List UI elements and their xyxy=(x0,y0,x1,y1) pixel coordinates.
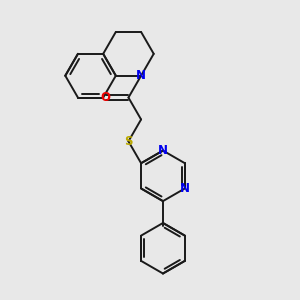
Text: N: N xyxy=(180,182,190,195)
Text: O: O xyxy=(101,91,111,104)
Text: N: N xyxy=(158,144,168,157)
Text: N: N xyxy=(136,69,146,82)
Text: S: S xyxy=(124,135,133,148)
